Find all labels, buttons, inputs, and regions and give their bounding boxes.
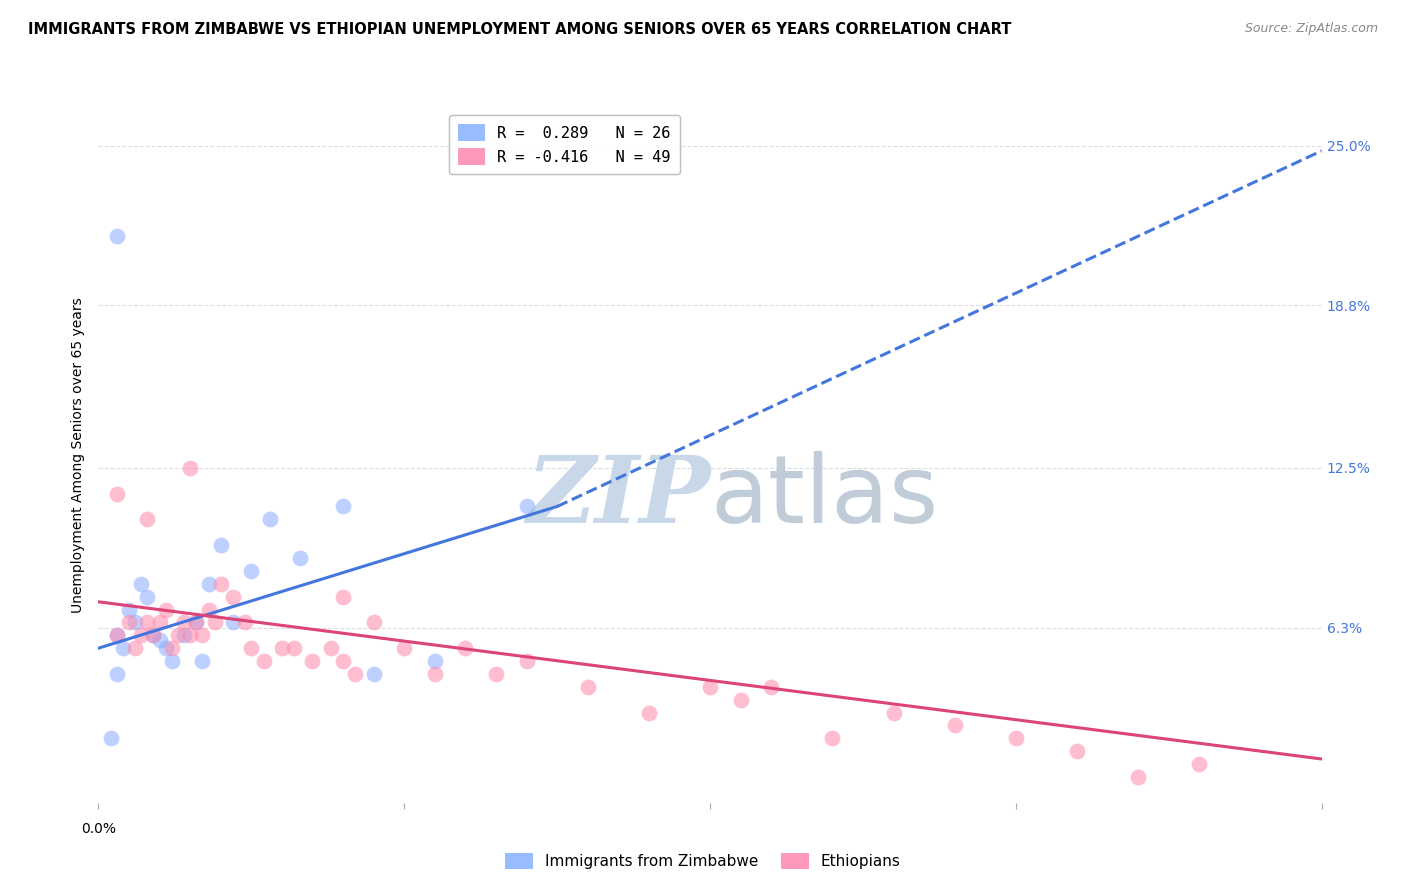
Text: 0.0%: 0.0% (82, 822, 115, 837)
Point (821, 731, 844, 746)
Text: IMMIGRANTS FROM ZIMBABWE VS ETHIOPIAN UNEMPLOYMENT AMONG SENIORS OVER 65 YEARS C: IMMIGRANTS FROM ZIMBABWE VS ETHIOPIAN UN… (28, 22, 1011, 37)
Point (1128, 770, 1150, 784)
Point (191, 628, 214, 642)
Point (118, 602, 141, 616)
Point (485, 667, 508, 681)
Point (240, 641, 263, 656)
Point (149, 615, 172, 630)
Point (392, 641, 416, 656)
Point (1004, 731, 1026, 746)
Point (344, 667, 367, 681)
Point (516, 500, 538, 514)
Point (1188, 757, 1211, 772)
Point (423, 667, 446, 681)
Legend: Immigrants from Zimbabwe, Ethiopians: Immigrants from Zimbabwe, Ethiopians (499, 847, 907, 875)
Point (252, 654, 274, 668)
Point (259, 512, 281, 526)
Point (233, 615, 256, 630)
Point (454, 641, 477, 656)
Point (167, 628, 190, 642)
Point (699, 680, 721, 694)
Point (105, 228, 128, 243)
Point (423, 654, 446, 668)
Point (883, 706, 905, 720)
Point (363, 615, 385, 630)
Point (290, 551, 312, 566)
Point (1066, 744, 1088, 758)
Point (301, 654, 323, 668)
Point (209, 538, 232, 552)
Point (160, 641, 183, 656)
Text: ZIP: ZIP (526, 451, 710, 541)
Point (160, 654, 183, 668)
Point (363, 667, 385, 681)
Point (105, 628, 128, 642)
Point (142, 628, 165, 642)
Point (149, 633, 172, 648)
Point (197, 602, 219, 616)
Point (129, 628, 152, 642)
Y-axis label: Unemployment Among Seniors over 65 years: Unemployment Among Seniors over 65 years (72, 297, 86, 613)
Point (204, 615, 226, 630)
Point (136, 615, 159, 630)
Point (943, 718, 966, 732)
Point (186, 615, 208, 630)
Point (197, 576, 219, 591)
Point (209, 576, 232, 591)
Point (129, 576, 152, 591)
Point (124, 615, 146, 630)
Point (179, 628, 201, 642)
Point (516, 654, 538, 668)
Point (136, 590, 159, 604)
Point (105, 667, 128, 681)
Point (637, 706, 661, 720)
Point (319, 641, 342, 656)
Point (186, 615, 208, 630)
Point (332, 500, 354, 514)
Point (155, 602, 177, 616)
Point (173, 628, 195, 642)
Point (105, 486, 128, 500)
Point (142, 628, 165, 642)
Point (270, 641, 292, 656)
Point (111, 641, 134, 656)
Point (332, 654, 354, 668)
Point (136, 512, 159, 526)
Point (222, 615, 245, 630)
Text: atlas: atlas (710, 450, 938, 542)
Point (730, 692, 752, 706)
Text: Source: ZipAtlas.com: Source: ZipAtlas.com (1244, 22, 1378, 36)
Point (179, 460, 201, 475)
Point (283, 641, 305, 656)
Point (100, 731, 122, 746)
Point (240, 564, 263, 578)
Point (155, 641, 177, 656)
Point (332, 590, 354, 604)
Point (759, 680, 782, 694)
Legend: R =  0.289   N = 26, R = -0.416   N = 49: R = 0.289 N = 26, R = -0.416 N = 49 (449, 115, 681, 175)
Point (576, 680, 599, 694)
Point (105, 628, 128, 642)
Point (222, 590, 245, 604)
Point (173, 615, 195, 630)
Point (124, 641, 146, 656)
Point (191, 654, 214, 668)
Point (118, 615, 141, 630)
